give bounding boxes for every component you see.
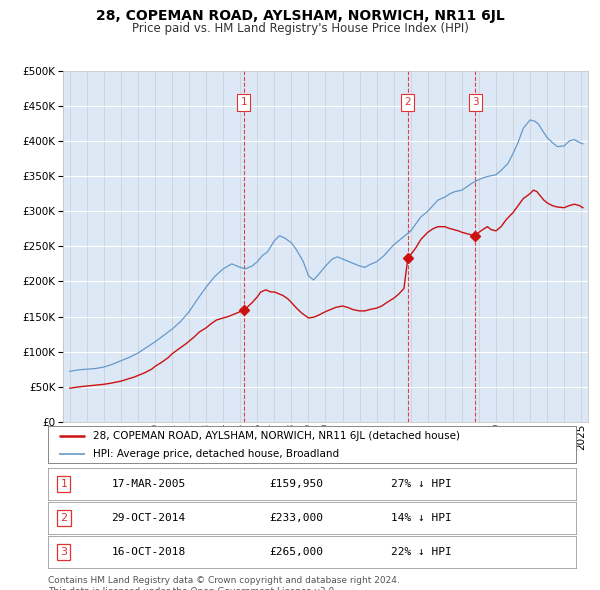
- Text: 29-OCT-2014: 29-OCT-2014: [112, 513, 185, 523]
- Text: 3: 3: [61, 548, 67, 557]
- Text: HPI: Average price, detached house, Broadland: HPI: Average price, detached house, Broa…: [93, 449, 339, 459]
- Text: 2: 2: [404, 97, 411, 107]
- Text: £265,000: £265,000: [270, 548, 324, 557]
- Text: £159,950: £159,950: [270, 479, 324, 489]
- Text: 27% ↓ HPI: 27% ↓ HPI: [391, 479, 452, 489]
- Text: 28, COPEMAN ROAD, AYLSHAM, NORWICH, NR11 6JL: 28, COPEMAN ROAD, AYLSHAM, NORWICH, NR11…: [95, 9, 505, 23]
- Text: 2: 2: [60, 513, 67, 523]
- Text: 22% ↓ HPI: 22% ↓ HPI: [391, 548, 452, 557]
- Text: 28, COPEMAN ROAD, AYLSHAM, NORWICH, NR11 6JL (detached house): 28, COPEMAN ROAD, AYLSHAM, NORWICH, NR11…: [93, 431, 460, 441]
- Text: £233,000: £233,000: [270, 513, 324, 523]
- Text: 17-MAR-2005: 17-MAR-2005: [112, 479, 185, 489]
- Text: 3: 3: [472, 97, 479, 107]
- Text: 1: 1: [61, 479, 67, 489]
- Text: 14% ↓ HPI: 14% ↓ HPI: [391, 513, 452, 523]
- Text: Contains HM Land Registry data © Crown copyright and database right 2024.: Contains HM Land Registry data © Crown c…: [48, 576, 400, 585]
- Text: This data is licensed under the Open Government Licence v3.0.: This data is licensed under the Open Gov…: [48, 586, 337, 590]
- Text: 1: 1: [241, 97, 247, 107]
- Text: 16-OCT-2018: 16-OCT-2018: [112, 548, 185, 557]
- Text: Price paid vs. HM Land Registry's House Price Index (HPI): Price paid vs. HM Land Registry's House …: [131, 22, 469, 35]
